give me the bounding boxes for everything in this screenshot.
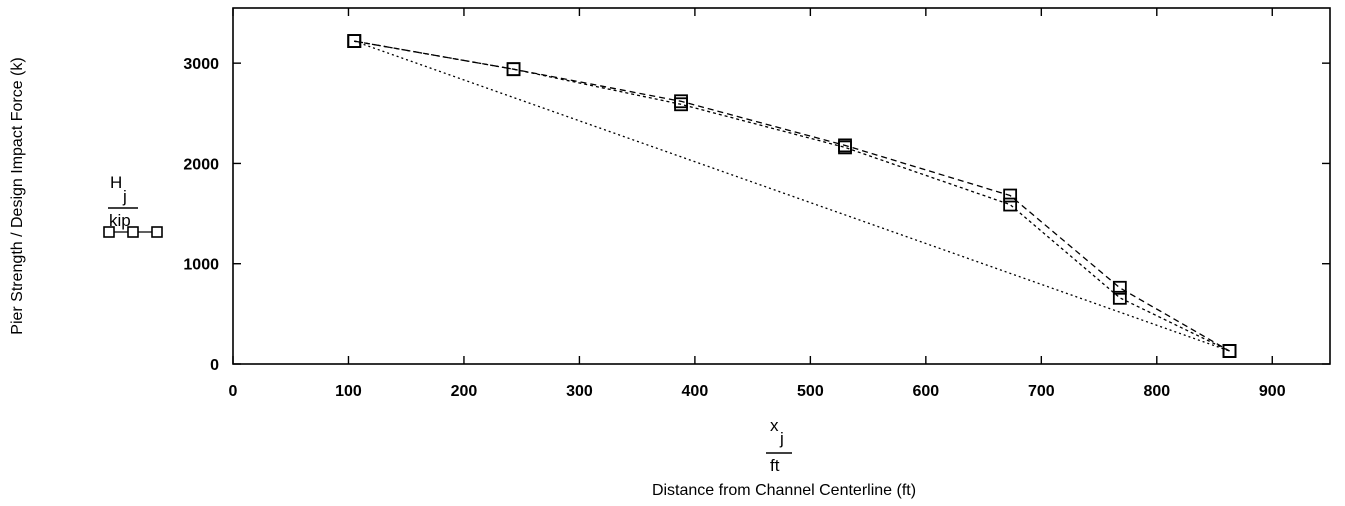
plot-frame (232, 7, 1331, 365)
y-axis-variable: H (110, 173, 122, 192)
data-point (1222, 344, 1237, 358)
x-tick-label: 100 (335, 383, 362, 400)
x-axis-unit: ft (770, 456, 780, 475)
x-tick-label: 800 (1143, 383, 1170, 400)
y-tick-label: 0 (210, 357, 219, 374)
series-line-1 (354, 40, 1230, 352)
y-axis-description: Pier Strength / Design Impact Force (k) (9, 57, 26, 334)
x-axis-description: Distance from Channel Centerline (ft) (652, 482, 916, 499)
y-axis-variable-label: H j kip (103, 173, 163, 238)
x-tick-label: 200 (451, 383, 478, 400)
series-line-2 (354, 40, 1230, 352)
data-point (1222, 344, 1237, 358)
x-axis-variable: x (770, 416, 779, 435)
x-axis-variable-label: x j ft (766, 416, 792, 475)
x-tick-label: 700 (1028, 383, 1055, 400)
legend-marker (127, 226, 139, 238)
x-tick-label: 900 (1259, 383, 1286, 400)
y-tick-label: 1000 (183, 257, 219, 274)
x-tick-label: 300 (566, 383, 593, 400)
data-point (1222, 344, 1237, 358)
legend-symbol (103, 226, 163, 238)
x-tick-label: 600 (912, 383, 939, 400)
series-line-3 (353, 40, 1230, 352)
y-tick-label: 2000 (183, 156, 219, 173)
data-point (1003, 188, 1018, 203)
y-axis-unit: kip (109, 211, 131, 230)
x-tick-label: 500 (797, 383, 824, 400)
y-axis-variable-subscript: j (122, 187, 127, 206)
legend-marker (151, 226, 163, 238)
data-point (1112, 290, 1127, 305)
legend-marker (103, 226, 115, 238)
x-tick-label: 0 (229, 383, 238, 400)
data-point (1003, 197, 1018, 212)
data-point (1112, 280, 1127, 295)
x-axis-variable-subscript: j (779, 429, 784, 448)
y-tick-label: 3000 (183, 56, 219, 73)
data-point (347, 34, 362, 48)
data-point (506, 62, 521, 77)
data-point (674, 97, 688, 112)
x-tick-label: 400 (682, 383, 709, 400)
data-point (838, 140, 852, 155)
